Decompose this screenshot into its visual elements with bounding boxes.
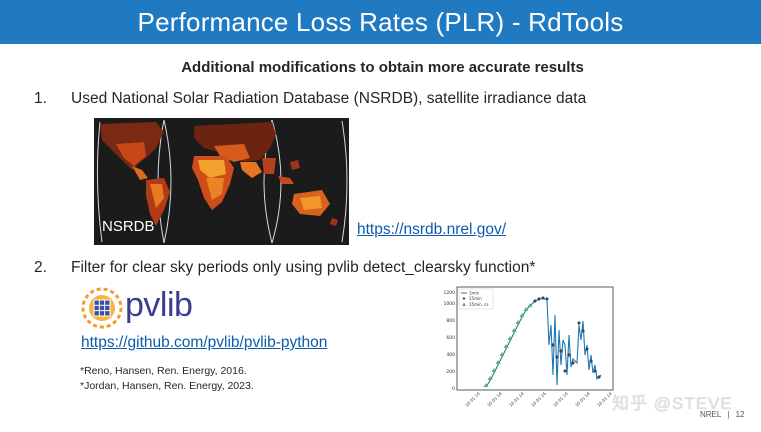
pvlib-wordmark: pvlib bbox=[125, 286, 193, 324]
legend-1min: 1min bbox=[469, 291, 480, 296]
y-tick-1: 200 bbox=[446, 369, 455, 375]
pvlib-logo: pvlib bbox=[80, 286, 210, 330]
slide-title: Performance Loss Rates (PLR) - RdTools bbox=[137, 6, 624, 37]
list-text-1: Used National Solar Radiation Database (… bbox=[71, 90, 587, 107]
page-number: 12 bbox=[735, 410, 745, 419]
reference-2: *Jordan, Hansen, Ren. Energy, 2023. bbox=[80, 380, 254, 392]
pvlib-github-link[interactable]: https://github.com/pvlib/pvlib-python bbox=[81, 334, 328, 351]
list-text-2: Filter for clear sky periods only using … bbox=[71, 259, 536, 276]
slide-subtitle: Additional modifications to obtain more … bbox=[181, 59, 584, 76]
watermark: 知乎 @STEVE bbox=[612, 394, 733, 413]
slide-footer: NREL | 12 bbox=[700, 410, 745, 419]
x-tick-5: 10 01 14 bbox=[574, 391, 591, 408]
map-label: NSRDB bbox=[102, 218, 155, 235]
legend-15min-cs: 15min, cs bbox=[469, 302, 488, 307]
legend-15min: 15min bbox=[469, 296, 482, 301]
x-tick-6: 10 01 14 bbox=[596, 391, 613, 408]
nsrdb-link[interactable]: https://nsrdb.nrel.gov/ bbox=[357, 221, 507, 238]
y-tick-5: 1000 bbox=[444, 301, 456, 307]
series-15min-markers bbox=[533, 296, 601, 379]
list-number-2: 2. bbox=[34, 259, 47, 276]
nsrdb-world-map: NSRDB bbox=[94, 118, 349, 245]
title-bar: Performance Loss Rates (PLR) - RdTools bbox=[0, 0, 761, 44]
list-number-1: 1. bbox=[34, 90, 47, 107]
y-tick-2: 400 bbox=[446, 352, 455, 358]
clearsky-plot: 0 200 400 600 800 1000 1200 10 01 14 10 … bbox=[437, 285, 617, 422]
x-tick-4: 10 01 14 bbox=[552, 391, 569, 408]
x-tick-2: 10 01 14 bbox=[508, 391, 525, 408]
reference-1: *Reno, Hansen, Ren. Energy, 2016. bbox=[80, 365, 247, 377]
x-tick-0: 10 01 14 bbox=[464, 391, 481, 408]
references: *Reno, Hansen, Ren. Energy, 2016. *Jorda… bbox=[80, 364, 254, 394]
y-tick-0: 0 bbox=[452, 386, 455, 392]
sun-icon bbox=[81, 287, 123, 329]
x-tick-1: 10 01 14 bbox=[486, 391, 503, 408]
clearsky-plot-graphic: 0 200 400 600 800 1000 1200 10 01 14 10 … bbox=[444, 286, 614, 408]
y-tick-3: 600 bbox=[446, 335, 455, 341]
series-clearsky-markers bbox=[483, 303, 533, 387]
y-tick-6: 1200 bbox=[444, 290, 456, 296]
world-map-graphic bbox=[94, 118, 349, 245]
x-tick-3: 10 01 14 bbox=[530, 391, 547, 408]
y-tick-4: 800 bbox=[446, 318, 455, 324]
footer-org: NREL bbox=[700, 410, 722, 419]
footer-separator: | bbox=[727, 410, 730, 419]
